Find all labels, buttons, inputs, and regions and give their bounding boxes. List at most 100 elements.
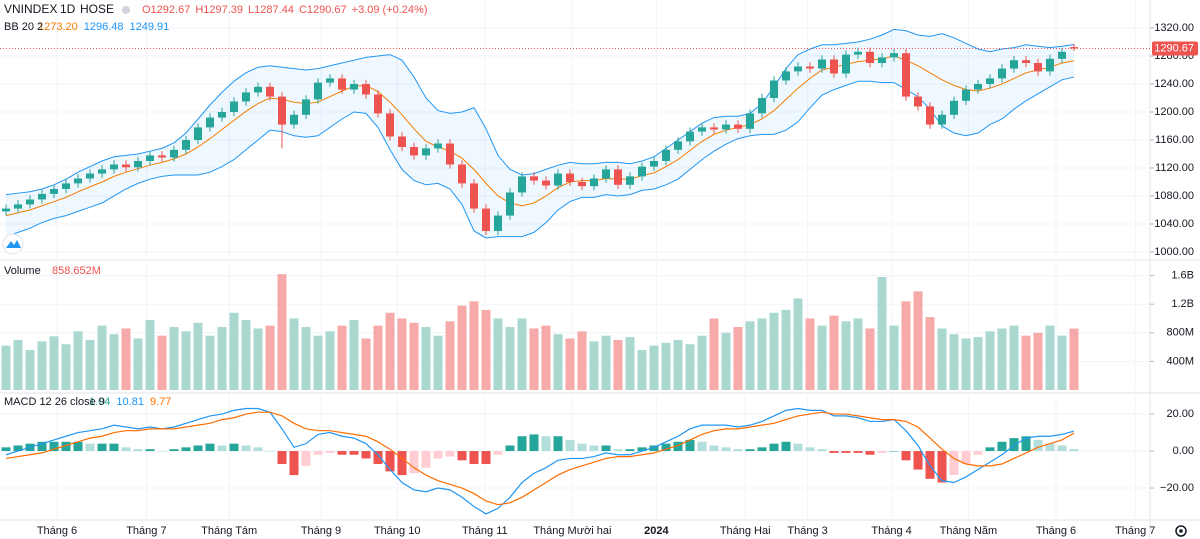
candle-body bbox=[554, 173, 562, 186]
histogram-bar bbox=[601, 445, 611, 452]
interval[interactable]: 1D bbox=[60, 2, 76, 16]
macd-legend-value: 9.77 bbox=[150, 396, 171, 408]
candle-body bbox=[842, 54, 850, 74]
volume-bar bbox=[781, 309, 791, 390]
volume-bar bbox=[133, 338, 143, 390]
volume-bar bbox=[109, 334, 119, 390]
y-tick-label: −20.00 bbox=[1160, 482, 1194, 494]
y-tick-label: 20.00 bbox=[1166, 408, 1194, 420]
volume-bar bbox=[817, 325, 827, 390]
volume-bar bbox=[865, 328, 875, 390]
candle-body bbox=[1010, 60, 1018, 69]
histogram-bar bbox=[1021, 436, 1031, 452]
histogram-bar bbox=[133, 449, 143, 452]
histogram-bar bbox=[721, 447, 731, 452]
candle-body bbox=[950, 100, 958, 115]
candle-body bbox=[338, 78, 346, 90]
candle-body bbox=[806, 66, 814, 69]
candle-body bbox=[278, 96, 286, 125]
histogram-bar bbox=[73, 441, 83, 452]
volume-bar bbox=[49, 336, 59, 390]
candle-body bbox=[818, 59, 826, 69]
candle-body bbox=[302, 99, 310, 115]
histogram-bar bbox=[337, 451, 347, 455]
histogram-bar bbox=[829, 451, 839, 453]
volume-bar bbox=[493, 318, 503, 390]
histogram-bar bbox=[481, 451, 491, 464]
histogram-bar bbox=[349, 451, 359, 455]
volume-bar bbox=[277, 274, 287, 390]
volume-bar bbox=[397, 318, 407, 390]
histogram-bar bbox=[817, 449, 827, 452]
histogram-bar bbox=[193, 445, 203, 452]
candle-body bbox=[50, 188, 58, 194]
volume-bar bbox=[265, 325, 275, 390]
histogram-bar bbox=[553, 436, 563, 452]
volume-bar bbox=[877, 277, 887, 390]
volume-bar bbox=[709, 318, 719, 390]
histogram-bar bbox=[949, 451, 959, 476]
histogram-bar bbox=[649, 445, 659, 452]
candle-body bbox=[1070, 47, 1078, 49]
histogram-bar bbox=[325, 451, 335, 453]
volume-bar bbox=[217, 327, 227, 390]
macd-legend-value: 10.81 bbox=[116, 396, 144, 408]
volume-bar bbox=[289, 318, 299, 390]
candle-body bbox=[890, 53, 898, 58]
histogram-bar bbox=[841, 451, 851, 453]
volume-bar bbox=[673, 339, 683, 390]
candle-body bbox=[638, 166, 646, 177]
volume-bar bbox=[37, 341, 47, 390]
volume-legend-name[interactable]: Volume bbox=[4, 265, 41, 277]
volume-bar bbox=[1057, 335, 1067, 390]
histogram-bar bbox=[997, 441, 1007, 452]
x-tick-label: Tháng 7 bbox=[1115, 525, 1155, 537]
market-status bbox=[122, 6, 130, 14]
candle-body bbox=[1046, 58, 1054, 72]
exchange: HOSE bbox=[80, 2, 114, 16]
histogram-bar bbox=[241, 445, 251, 452]
y-tick-label: 400M bbox=[1166, 355, 1194, 367]
volume-bar bbox=[205, 335, 215, 390]
histogram-bar bbox=[625, 449, 635, 452]
volume-bar bbox=[361, 338, 371, 390]
x-tick-label: Tháng 11 bbox=[462, 525, 508, 537]
settings-icon[interactable] bbox=[1175, 525, 1187, 537]
candle-body bbox=[1022, 60, 1030, 63]
settings-icon-center[interactable] bbox=[1179, 529, 1183, 533]
candle-body bbox=[962, 89, 970, 101]
logo[interactable] bbox=[2, 233, 24, 255]
ohlc-value: L1287.44 bbox=[248, 4, 294, 16]
volume-bar bbox=[697, 335, 707, 390]
candle-body bbox=[446, 143, 454, 165]
symbol[interactable]: VNINDEX bbox=[4, 2, 57, 16]
volume-bar bbox=[301, 327, 311, 390]
histogram-bar bbox=[637, 447, 647, 452]
volume-bar bbox=[601, 335, 611, 390]
logo-shape[interactable] bbox=[6, 240, 21, 248]
histogram-bar bbox=[505, 445, 515, 452]
settings-button[interactable] bbox=[1175, 525, 1187, 537]
volume-bar bbox=[373, 325, 383, 390]
histogram-bar bbox=[457, 451, 467, 461]
x-tick-label: Tháng Hai bbox=[720, 525, 771, 537]
y-tick-label: 1320.00 bbox=[1154, 22, 1194, 34]
volume-bar bbox=[853, 318, 863, 390]
histogram-bar bbox=[781, 441, 791, 452]
macd-legend-name[interactable]: MACD 12 26 close 9 bbox=[4, 396, 105, 408]
bb-legend-name[interactable]: BB 20 2 bbox=[4, 21, 43, 33]
y-tick-label: 1000.00 bbox=[1154, 246, 1194, 258]
candle-body bbox=[170, 149, 178, 158]
last-price-label: 1290.67 bbox=[1154, 42, 1194, 54]
histogram-bar bbox=[709, 445, 719, 452]
candle-body bbox=[566, 173, 574, 182]
volume-bar bbox=[589, 341, 599, 390]
histogram-bar bbox=[793, 443, 803, 452]
volume-bar bbox=[841, 321, 851, 390]
x-tick-label: Tháng 7 bbox=[126, 525, 166, 537]
candle-body bbox=[662, 149, 670, 161]
candle-body bbox=[86, 173, 94, 179]
